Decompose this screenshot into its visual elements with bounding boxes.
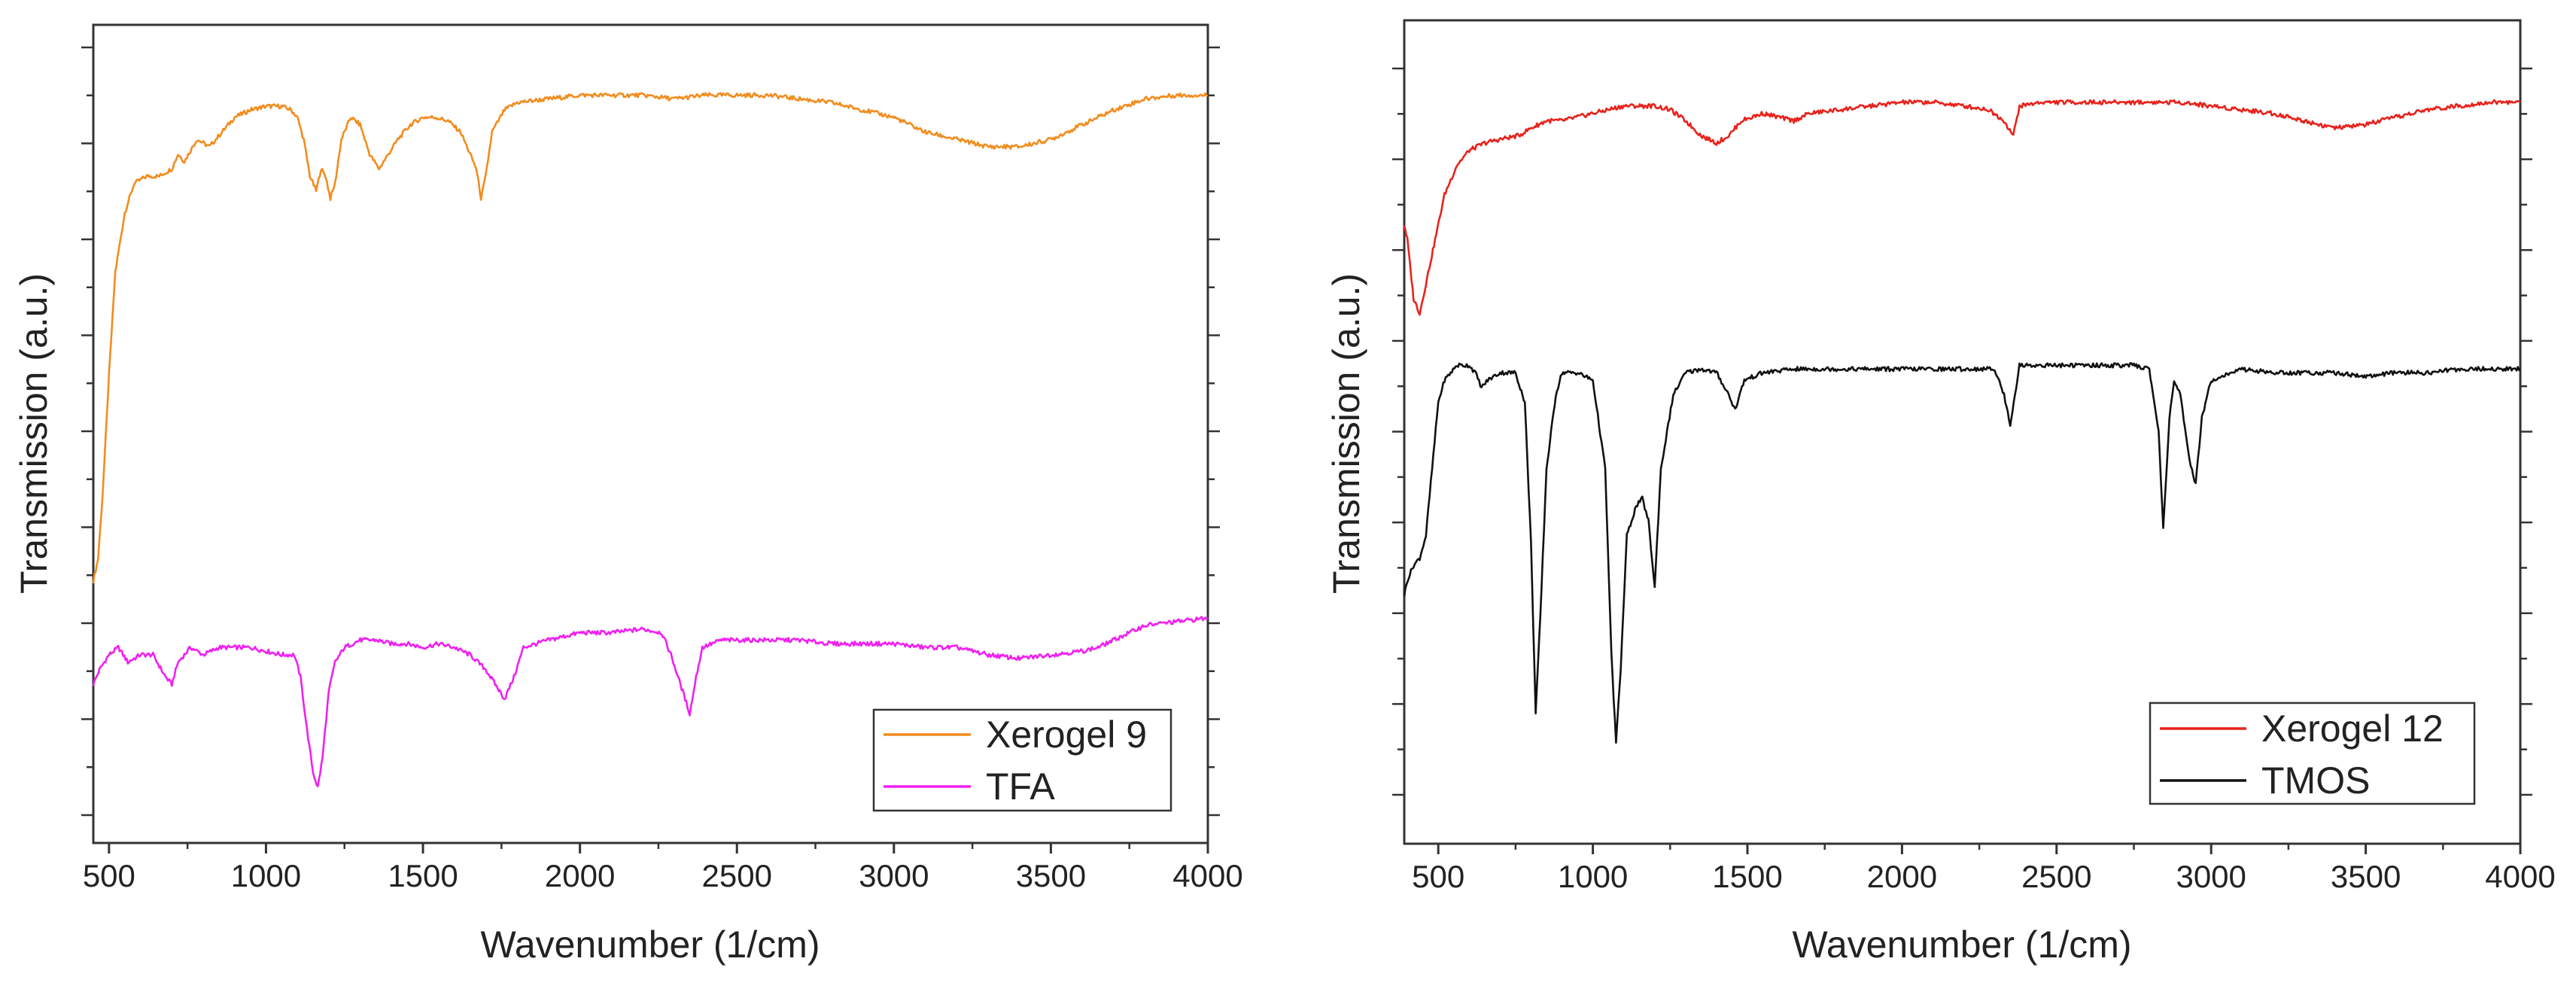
- x-axis-title: Wavenumber (1/cm): [480, 923, 820, 966]
- series-line-tfa: [92, 616, 1209, 787]
- legend: Xerogel 9 TFA: [872, 708, 1172, 812]
- x-tick-label: 2000: [545, 858, 615, 893]
- x-tick-label: 1000: [231, 858, 301, 893]
- x-tick-label: 4000: [1172, 858, 1242, 893]
- series-group: [1403, 99, 2521, 744]
- legend-label-tmos: TMOS: [2261, 759, 2370, 802]
- y-axis-ticks: [1392, 67, 2532, 796]
- y-axis-ticks: [81, 46, 1220, 817]
- legend-label-xerogel-12: Xerogel 12: [2261, 707, 2444, 750]
- series-line-xerogel-12: [1403, 99, 2521, 316]
- x-axis-ticks: 500 1000 1500 2000 2500 3000 3500 4000: [83, 843, 1243, 893]
- x-tick-label: 3500: [2331, 859, 2401, 894]
- legend: Xerogel 12 TMOS: [2149, 701, 2476, 805]
- x-tick-label: 2000: [1867, 859, 1937, 894]
- y-axis-title: Transmission (a.u.): [13, 273, 55, 594]
- plot-frame: [92, 23, 1209, 844]
- x-tick-label: 2500: [702, 858, 772, 893]
- x-tick-label: 2500: [2021, 859, 2091, 894]
- x-tick-label: 1000: [1558, 859, 1628, 894]
- y-axis-title: Transmission (a.u.): [1325, 273, 1367, 594]
- x-tick-label: 1500: [388, 858, 458, 893]
- x-axis-title: Wavenumber (1/cm): [1792, 923, 2131, 966]
- chart-left: 500 1000 1500 2000 2500 3000 3500 4000 Wavenumb…: [13, 23, 1243, 966]
- x-tick-label: 1500: [1712, 859, 1782, 894]
- chart-right: 500 1000 1500 2000 2500 3000 3500 4000 Wavenumb…: [1325, 19, 2556, 966]
- legend-box: [872, 708, 1172, 812]
- x-tick-label: 4000: [2485, 859, 2555, 894]
- series-line-tmos: [1403, 362, 2521, 744]
- x-tick-label: 3000: [2176, 859, 2246, 894]
- x-tick-label: 500: [1412, 859, 1464, 894]
- x-tick-label: 3500: [1016, 858, 1086, 893]
- series-line-xerogel-9: [92, 92, 1209, 584]
- x-tick-label: 3000: [859, 858, 929, 893]
- legend-label-xerogel-9: Xerogel 9: [986, 714, 1147, 756]
- series-group: [92, 92, 1209, 787]
- legend-label-tfa: TFA: [986, 765, 1055, 808]
- x-axis-ticks: 500 1000 1500 2000 2500 3000 3500 4000: [1412, 844, 2556, 894]
- x-tick-label: 500: [83, 858, 135, 893]
- legend-box: [2149, 701, 2476, 805]
